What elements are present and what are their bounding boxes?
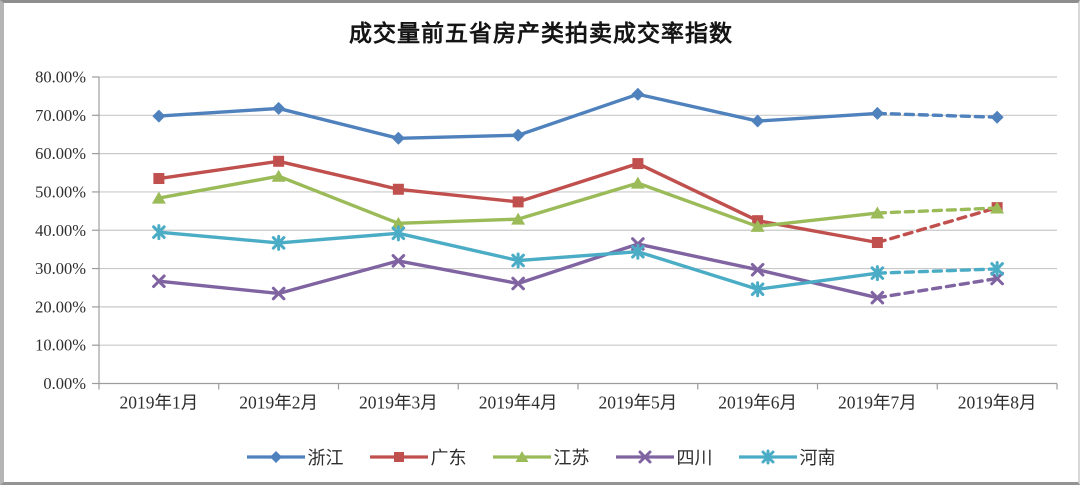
series-marker-3 — [990, 271, 1004, 286]
x-axis-label: 2019年7月 — [838, 393, 917, 413]
y-axis-label: 0.00% — [43, 374, 86, 393]
series-dashed-line-4 — [875, 267, 999, 275]
series-marker-1 — [153, 173, 165, 185]
series-marker-1 — [273, 155, 285, 167]
x-axis-label: 2019年4月 — [479, 393, 558, 413]
series-marker-3 — [271, 286, 286, 301]
series-marker-2 — [990, 201, 1005, 214]
series-marker-1 — [871, 237, 883, 249]
series-marker-0 — [870, 106, 884, 120]
y-axis-label: 40.00% — [35, 221, 86, 240]
x-axis-label: 2019年6月 — [718, 393, 797, 413]
x-axis-label: 2019年8月 — [958, 393, 1037, 413]
series-marker-2 — [511, 212, 526, 225]
series-marker-3 — [750, 262, 765, 277]
legend-marker-shape — [393, 452, 404, 462]
chart-title: 成交量前五省房产类拍卖成交率指数 — [349, 21, 733, 46]
series-marker-2 — [151, 191, 166, 204]
series-marker-1 — [512, 196, 524, 208]
y-axis-label: 30.00% — [35, 259, 86, 278]
y-axis-label: 70.00% — [35, 106, 86, 125]
legend-marker-icon — [738, 449, 797, 465]
legend-marker-shape — [638, 450, 651, 464]
legend-marker-icon — [246, 451, 305, 463]
legend-marker-shape — [515, 451, 528, 462]
legend-item-0: 浙江 — [246, 444, 344, 470]
legend-label: 四川 — [676, 448, 713, 468]
series-dashed-line-2 — [875, 206, 999, 215]
series-marker-1 — [632, 158, 644, 170]
series-dashed-line-1 — [875, 205, 999, 245]
series-marker-2 — [750, 219, 765, 232]
y-axis-label: 80.00% — [35, 68, 86, 87]
legend-marker-shape — [269, 451, 282, 463]
x-axis-label: 2019年1月 — [120, 393, 199, 413]
x-axis-label: 2019年2月 — [239, 393, 318, 413]
legend-marker-icon — [369, 452, 428, 462]
series-marker-0 — [631, 87, 645, 101]
series-marker-2 — [271, 169, 286, 182]
legend-label: 河南 — [799, 448, 836, 468]
legend-label: 浙江 — [307, 448, 344, 468]
legend-item-3: 四川 — [615, 444, 713, 470]
legend-marker-icon — [615, 450, 674, 464]
series-marker-2 — [630, 176, 645, 189]
line-chart-plot: 0.00% 10.00% 20.00% 30.00% 40.00% 50.00% 60.00… — [35, 68, 1058, 413]
series-marker-2 — [870, 206, 885, 219]
series-marker-0 — [751, 114, 765, 128]
y-axis-label: 20.00% — [35, 297, 86, 316]
legend-item-1: 广东 — [369, 444, 467, 470]
series-marker-1 — [392, 183, 404, 195]
y-axis-label: 50.00% — [35, 182, 86, 201]
series-marker-0 — [511, 128, 525, 142]
chart-legend: 浙江 广东 江苏 四川 河南 — [4, 444, 1078, 470]
series-marker-3 — [391, 254, 406, 268]
legend-marker-icon — [492, 451, 551, 462]
series-marker-0 — [152, 109, 166, 123]
series-marker-0 — [990, 110, 1004, 124]
y-axis-label: 10.00% — [35, 336, 86, 355]
series-marker-3 — [870, 290, 885, 305]
series-marker-0 — [272, 101, 286, 115]
y-axis-label: 60.00% — [35, 144, 86, 163]
series-line-3 — [157, 242, 880, 300]
legend-label: 广东 — [430, 448, 467, 468]
x-axis-label: 2019年5月 — [599, 393, 678, 413]
series-marker-2 — [391, 216, 406, 229]
series-marker-3 — [152, 274, 166, 289]
series-dashed-line-3 — [875, 276, 999, 300]
x-axis-label: 2019年3月 — [359, 393, 438, 413]
legend-label: 江苏 — [553, 448, 590, 468]
series-dashed-line-0 — [875, 111, 999, 119]
series-marker-3 — [511, 276, 525, 291]
legend-item-2: 江苏 — [492, 444, 590, 470]
legend-item-4: 河南 — [738, 444, 836, 470]
series-marker-0 — [391, 131, 405, 145]
